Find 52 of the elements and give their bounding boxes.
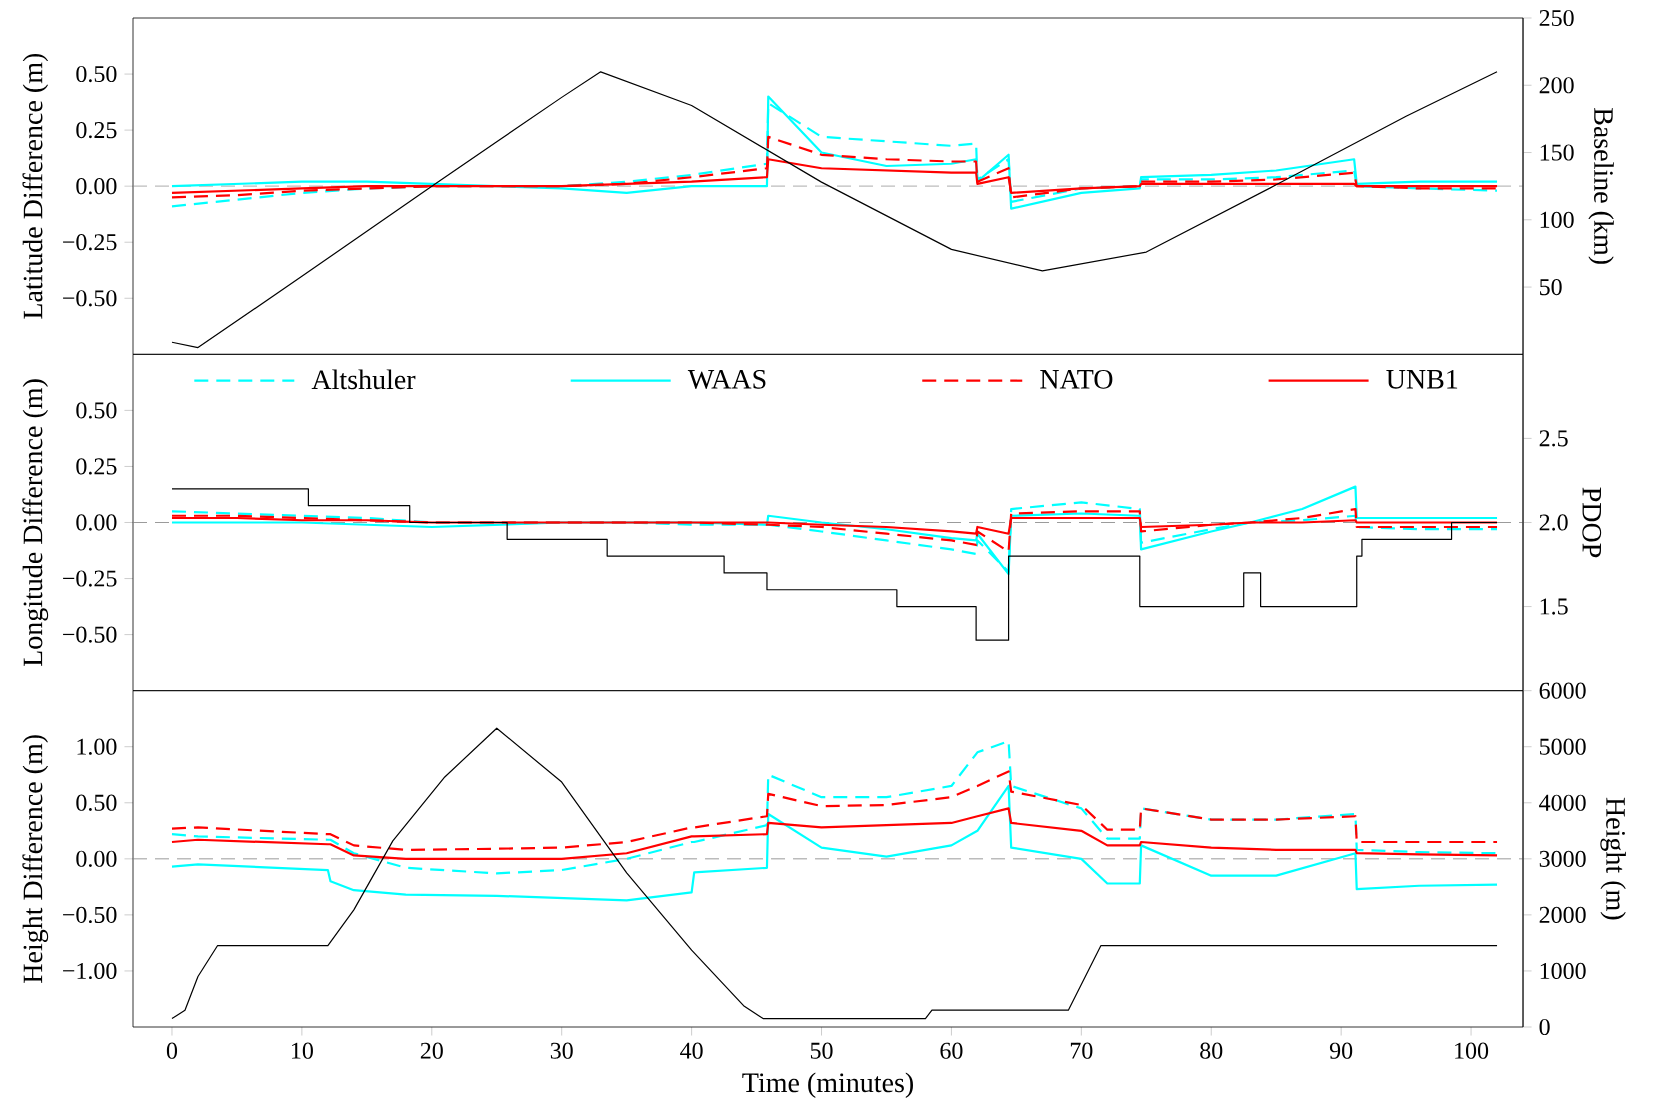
y2-tick-label: 250	[1539, 9, 1574, 27]
x-tick-label: 70	[1070, 1042, 1093, 1059]
y2-tick-label: 2.5	[1539, 430, 1568, 447]
y2-tick-label: 50	[1540, 278, 1562, 296]
y-tick-label: −0.50	[63, 626, 117, 643]
y2-tick-label: 150	[1540, 144, 1574, 161]
y-tick-label: 0.50	[76, 794, 117, 811]
legend-label: NATO	[1040, 369, 1113, 389]
y-tick-label: −1.00	[63, 962, 117, 980]
y2-tick-label: 2.0	[1539, 514, 1568, 531]
y-tick-label: 0.50	[76, 65, 117, 83]
x-axis-title: Time (minutes)	[742, 1072, 913, 1098]
legend-label: UNB1	[1386, 369, 1458, 389]
y-tick-label: 0.00	[76, 850, 117, 867]
x-tick-label: 90	[1329, 1042, 1353, 1059]
y-tick-label: −0.50	[63, 906, 117, 924]
x-tick-label: 40	[680, 1042, 703, 1059]
y2-tick-label: 200	[1539, 77, 1574, 94]
y2-tick-label: 5000	[1540, 738, 1586, 755]
x-tick-label: 10	[291, 1042, 313, 1059]
x-tick-label: 80	[1200, 1042, 1223, 1059]
y-tick-label: −0.25	[63, 234, 117, 251]
y2-tick-label: 100	[1540, 211, 1574, 228]
y2-tick-label: 2000	[1539, 906, 1586, 923]
x-tick-label: 20	[420, 1042, 443, 1059]
y2-tick-label: 1.5	[1540, 598, 1568, 615]
y-tick-label: 1.00	[77, 738, 117, 755]
y-tick-label: −0.25	[63, 570, 117, 587]
x-tick-label: 30	[550, 1042, 573, 1059]
y2-axis-title: PDOP	[1582, 487, 1602, 558]
x-tick-label: 60	[940, 1042, 963, 1059]
x-tick-label: 100	[1455, 1042, 1489, 1059]
y-axis-title: Height Difference (m)	[22, 735, 49, 983]
y-tick-label: 0.50	[76, 402, 117, 419]
y2-tick-label: 4000	[1539, 794, 1586, 811]
y-axis-title: Longitude Difference (m)	[22, 379, 49, 667]
y-tick-label: 0.25	[76, 121, 117, 139]
y-tick-label: −0.50	[63, 290, 117, 307]
y2-tick-label: 6000	[1539, 682, 1586, 699]
y2-axis-title: Height (m)	[1600, 797, 1626, 920]
y2-tick-label: 3000	[1539, 850, 1586, 867]
x-tick-label: 50	[810, 1042, 833, 1059]
legend-label: Altshuler	[311, 369, 416, 390]
y2-tick-label: 0	[1539, 1018, 1550, 1036]
y-tick-label: 0.00	[76, 178, 117, 195]
y-axis-title: Latitude Difference (m)	[22, 53, 49, 319]
y2-tick-label: 1000	[1540, 962, 1586, 980]
x-tick-label: 0	[166, 1042, 178, 1059]
y-tick-label: 0.25	[76, 458, 117, 475]
y-tick-label: 0.00	[76, 514, 117, 531]
legend-label: WAAS	[687, 369, 766, 389]
y2-axis-title: Baseline (km)	[1588, 108, 1614, 264]
